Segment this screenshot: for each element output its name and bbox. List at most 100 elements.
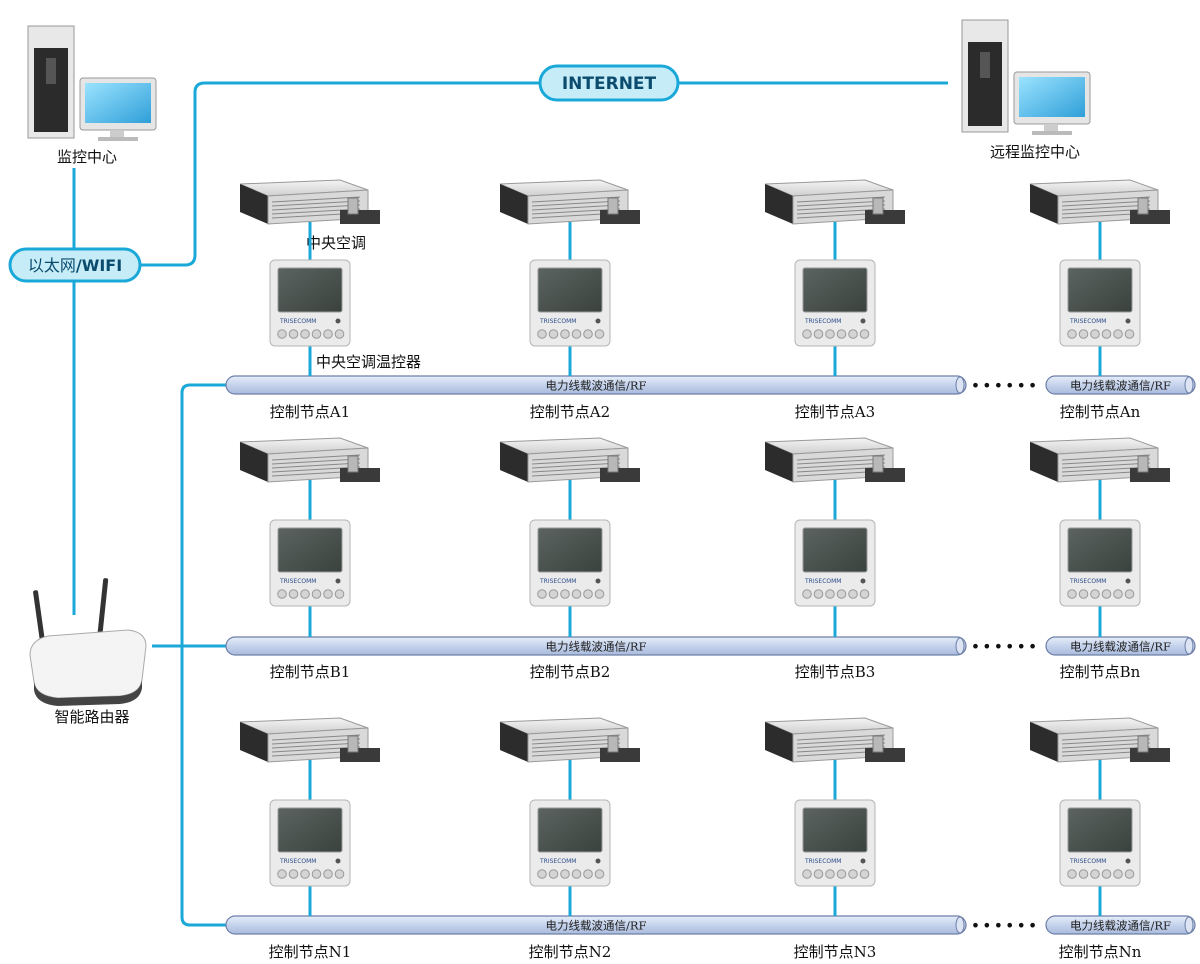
- control-node: TRISECOMM 控制节点Bn: [1029, 437, 1170, 681]
- thermostat-button-icon: [571, 329, 582, 339]
- ethernet-label-cn: 以太网: [28, 256, 76, 275]
- control-node-label: 控制节点N2: [529, 943, 612, 961]
- bus-label: 电力线载波通信/RF: [545, 379, 646, 393]
- thermostat-icon: TRISECOMM: [529, 799, 611, 887]
- thermostat-button-icon: [594, 329, 605, 339]
- network-links: [72, 81, 948, 927]
- thermostat-button-icon: [1090, 329, 1100, 339]
- central-ac-unit-icon: [1029, 437, 1170, 483]
- thermostat-button-icon: [334, 869, 345, 879]
- remote-monitor-center: 远程监控中心: [961, 19, 1091, 161]
- thermostat-button-icon: [583, 589, 593, 599]
- row-b: 电力线载波通信/RF 电力线载波通信/RF •••••• TRISECOMM 控制节点B…: [225, 437, 1196, 681]
- bus-label: 电力线载波通信/RF: [1070, 919, 1171, 933]
- central-ac-unit-icon: [499, 717, 640, 763]
- thermostat-icon: TRISECOMM: [1059, 799, 1141, 887]
- thermostat-button-icon: [825, 329, 835, 339]
- control-node-label: 控制节点N3: [794, 943, 877, 961]
- thermostat-button-icon: [825, 869, 835, 879]
- thermostat-button-icon: [300, 869, 310, 879]
- control-node: TRISECOMM 控制节点A1: [239, 179, 380, 421]
- thermostat-button-icon: [548, 589, 559, 599]
- thermostat-button-icon: [1101, 329, 1112, 339]
- thermostat-icon: TRISECOMM: [269, 799, 351, 887]
- server-tower-icon: [27, 25, 75, 139]
- thermostat-button-icon: [537, 589, 547, 599]
- central-ac-unit-icon: [764, 179, 905, 225]
- thermostat-button-icon: [1067, 329, 1077, 339]
- thermostat-button-icon: [323, 869, 333, 879]
- thermostat-button-icon: [548, 869, 559, 879]
- thermostat-button-icon: [1078, 329, 1089, 339]
- control-node: TRISECOMM 控制节点N2: [499, 717, 640, 961]
- thermostat-button-icon: [1113, 329, 1123, 339]
- control-node: TRISECOMM 控制节点B1: [239, 437, 380, 681]
- thermostat-button-icon: [1101, 869, 1112, 879]
- thermostat-button-icon: [571, 589, 582, 599]
- central-ac-unit-icon: [239, 179, 380, 225]
- thermostat-button-icon: [836, 869, 847, 879]
- central-ac-unit-icon: [499, 179, 640, 225]
- central-ac-unit-icon: [499, 437, 640, 483]
- thermostat-button-icon: [277, 869, 287, 879]
- ac-annotation-label: 中央空调: [306, 234, 366, 252]
- brand-logo: TRISECOMM: [539, 858, 576, 865]
- thermostat-button-icon: [560, 329, 570, 339]
- control-node: TRISECOMM 控制节点An: [1029, 179, 1170, 421]
- continuation-dots: ••••••: [971, 637, 1040, 656]
- thermostat-icon: TRISECOMM: [794, 519, 876, 607]
- bus-label: 电力线载波通信/RF: [1070, 640, 1171, 654]
- control-node-label: 控制节点A1: [270, 403, 350, 421]
- control-node-rows: 电力线载波通信/RF 电力线载波通信/RF •••••• TRISECOMM 控制节点A…: [225, 179, 1196, 961]
- thermostat-button-icon: [825, 589, 835, 599]
- thermostat-icon: TRISECOMM: [269, 259, 351, 347]
- control-node-label: 控制节点B3: [795, 663, 876, 681]
- ethernet-wifi-pill: 以太网/WIFI: [8, 247, 142, 283]
- row-a: 电力线载波通信/RF 电力线载波通信/RF •••••• TRISECOMM 控制节点A…: [225, 179, 1196, 421]
- control-node-label: 控制节点Nn: [1059, 943, 1142, 961]
- thermostat-icon: TRISECOMM: [794, 799, 876, 887]
- power-line-bus-n: 电力线载波通信/RF: [1045, 915, 1196, 935]
- thermostat-button-icon: [1101, 589, 1112, 599]
- thermostat-icon: TRISECOMM: [529, 259, 611, 347]
- thermostat-button-icon: [594, 869, 605, 879]
- thermostat-button-icon: [1067, 869, 1077, 879]
- thermostat-button-icon: [813, 869, 824, 879]
- control-node: TRISECOMM 控制节点B3: [764, 437, 905, 681]
- thermostat-annotation-label: 中央空调温控器: [316, 353, 421, 371]
- thermostat-icon: TRISECOMM: [1059, 519, 1141, 607]
- control-node-label: 控制节点A3: [795, 403, 875, 421]
- thermostat-button-icon: [1124, 589, 1135, 599]
- power-line-bus: 电力线载波通信/RF: [225, 375, 967, 395]
- brand-logo: TRISECOMM: [279, 318, 316, 325]
- thermostat-button-icon: [277, 329, 287, 339]
- remote-center-label: 远程监控中心: [990, 143, 1080, 161]
- thermostat-button-icon: [802, 589, 812, 599]
- control-node: TRISECOMM 控制节点N1: [239, 717, 380, 961]
- thermostat-button-icon: [288, 869, 299, 879]
- thermostat-button-icon: [1124, 329, 1135, 339]
- thermostat-button-icon: [1124, 869, 1135, 879]
- thermostat-button-icon: [813, 329, 824, 339]
- control-node-label: 控制节点B2: [530, 663, 611, 681]
- thermostat-button-icon: [311, 869, 322, 879]
- server-tower-icon: [961, 19, 1009, 133]
- router-label: 智能路由器: [54, 708, 129, 726]
- thermostat-icon: TRISECOMM: [1059, 259, 1141, 347]
- power-line-bus: 电力线载波通信/RF: [225, 636, 967, 656]
- router: 智能路由器: [29, 578, 147, 726]
- thermostat-button-icon: [323, 589, 333, 599]
- control-node-label: 控制节点B1: [270, 663, 351, 681]
- desktop-monitor-icon: [1013, 71, 1091, 135]
- control-node-label: 控制节点A2: [530, 403, 610, 421]
- central-ac-unit-icon: [764, 437, 905, 483]
- thermostat-button-icon: [300, 589, 310, 599]
- thermostat-button-icon: [594, 589, 605, 599]
- control-node: TRISECOMM 控制节点A3: [764, 179, 905, 421]
- bus-label: 电力线载波通信/RF: [545, 640, 646, 654]
- link-ethernet-to-internet: [140, 81, 540, 267]
- thermostat-icon: TRISECOMM: [269, 519, 351, 607]
- thermostat-button-icon: [848, 869, 858, 879]
- thermostat-button-icon: [1113, 589, 1123, 599]
